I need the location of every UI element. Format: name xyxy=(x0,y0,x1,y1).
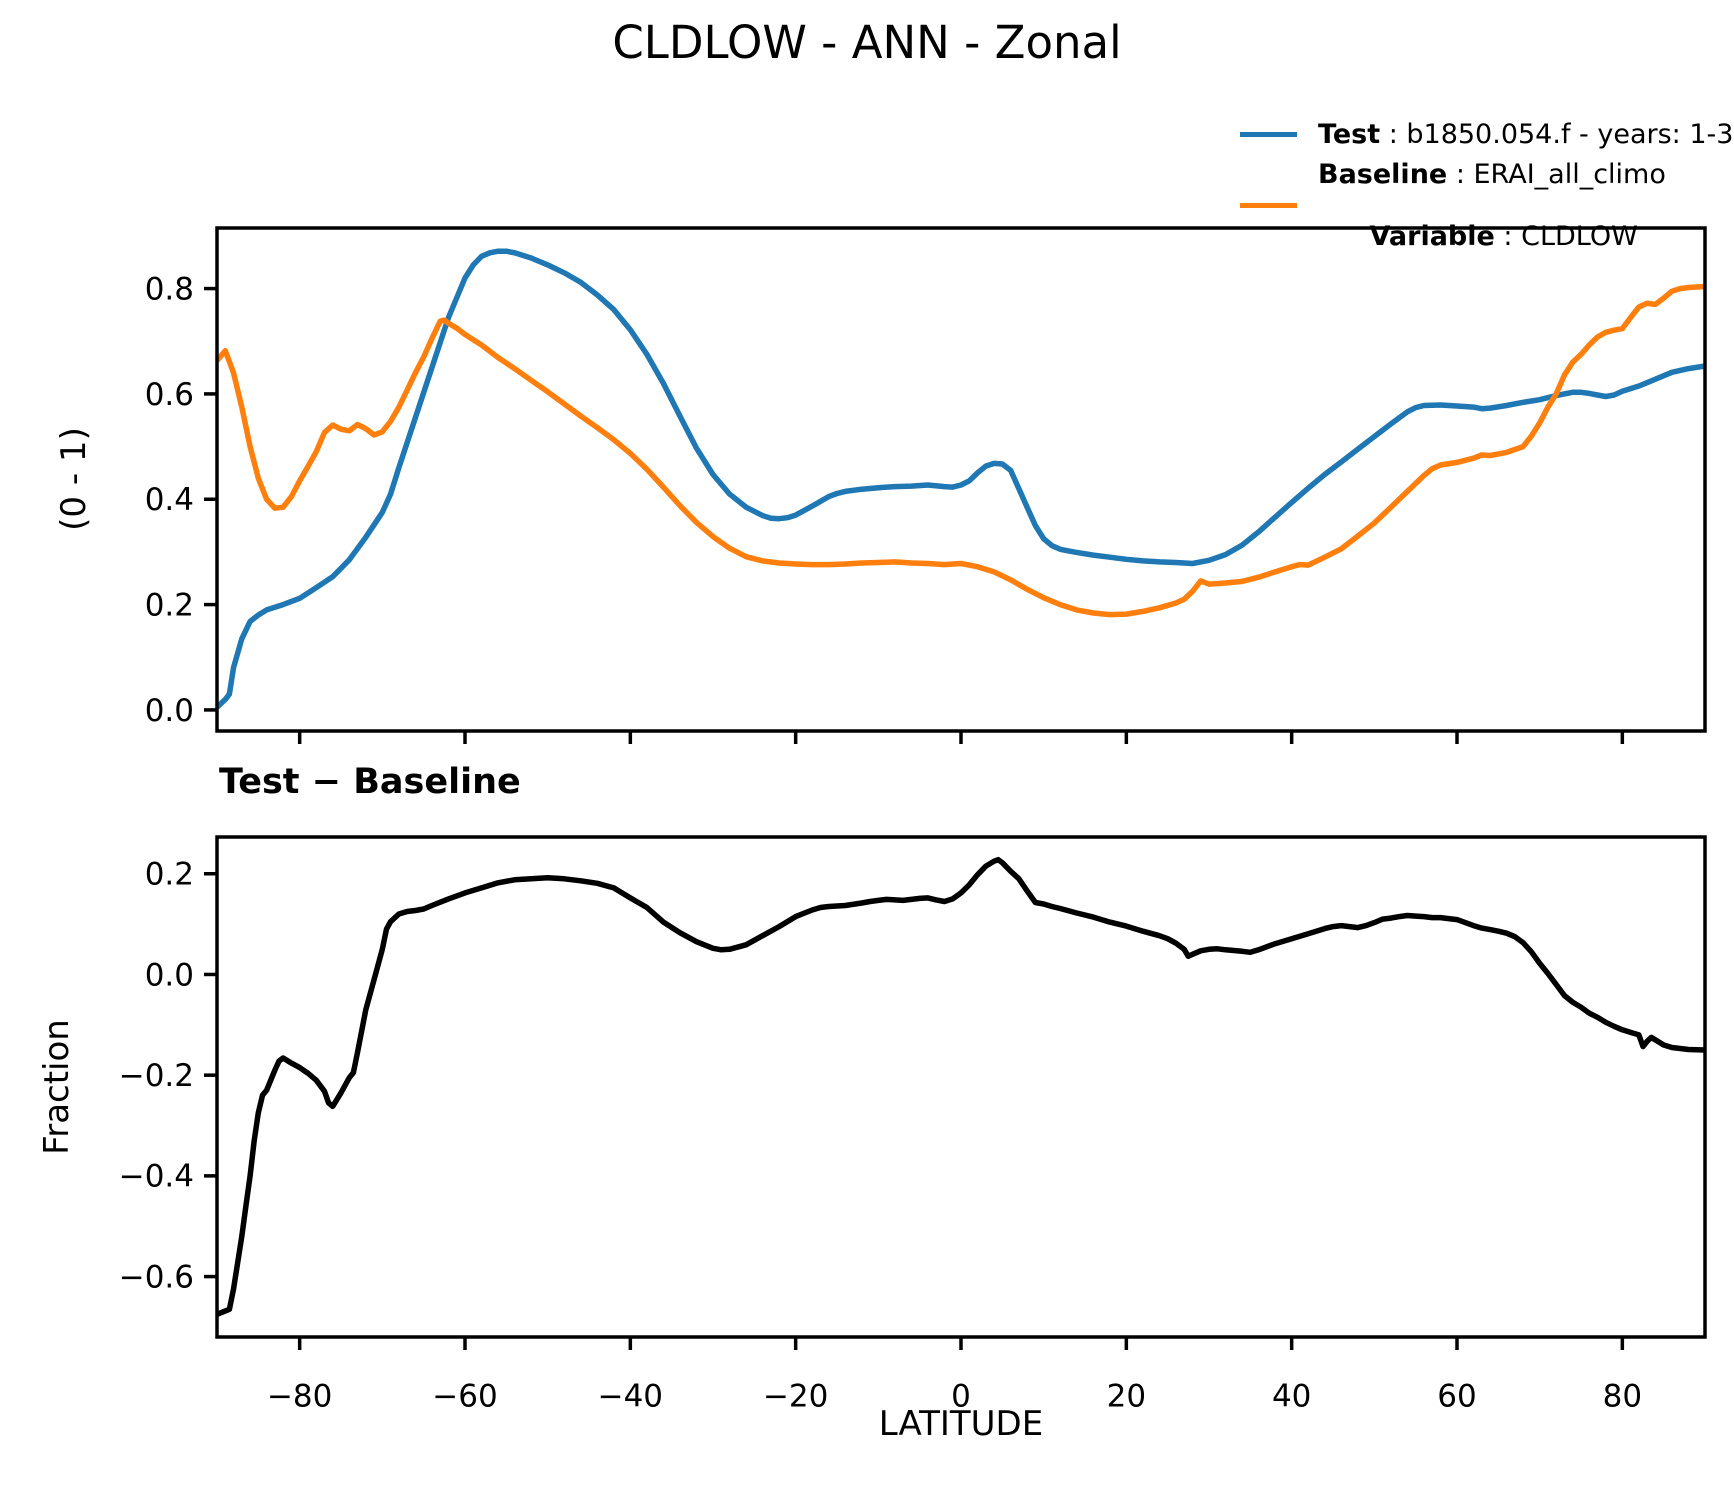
x-tick-label: −80 xyxy=(267,1378,332,1414)
baseline-line xyxy=(214,283,1706,618)
y-tick-label: 0.2 xyxy=(145,857,194,893)
diff-plot-ylabel: Fraction xyxy=(37,1019,77,1155)
x-tick-label: −40 xyxy=(598,1378,663,1414)
y-tick-label: 0.0 xyxy=(145,693,194,729)
x-axis-label: LATITUDE xyxy=(878,1404,1044,1444)
legend-label-test-key: Test xyxy=(1318,119,1381,150)
legend-variable-line2: Variable : CLDLOW xyxy=(1370,221,1638,252)
legend-label-variable-key: Variable xyxy=(1369,221,1495,252)
y-tick-label: −0.6 xyxy=(119,1259,194,1295)
diff-line xyxy=(215,856,1706,1317)
y-tick-label: 0.6 xyxy=(145,377,194,413)
x-tick-label: −60 xyxy=(432,1378,497,1414)
y-tick-label: −0.2 xyxy=(119,1058,194,1094)
legend-entry-baseline: Baseline : ERAI_all_climo Variable : CLD… xyxy=(1240,159,1733,252)
y-tick-label: 0.2 xyxy=(145,587,194,623)
x-tick-label: 60 xyxy=(1437,1378,1476,1414)
x-tick-label: 0 xyxy=(951,1378,971,1414)
y-tick-label: −0.4 xyxy=(119,1159,194,1195)
y-tick-label: 0.0 xyxy=(145,957,194,993)
y-tick-label: 0.8 xyxy=(145,271,194,307)
top-plot-ylabel: (0 - 1) xyxy=(54,427,94,531)
legend-label-variable-value: : CLDLOW xyxy=(1494,221,1638,252)
test-line xyxy=(215,248,1706,710)
legend-entry-test: Test : b1850.054.f - years: 1-3 xyxy=(1240,119,1733,150)
x-tick-label: 40 xyxy=(1272,1378,1311,1414)
legend-label-baseline-value: : ERAI_all_climo xyxy=(1447,159,1666,190)
legend-label-test-value: : b1850.054.f - years: 1-3 xyxy=(1380,119,1734,150)
test-line-swatch xyxy=(1240,132,1297,137)
legend: Test : b1850.054.f - years: 1-3 Baseline… xyxy=(1240,119,1733,252)
legend-label-test: Test : b1850.054.f - years: 1-3 xyxy=(1318,119,1733,150)
x-tick-label: 80 xyxy=(1603,1378,1642,1414)
legend-label-baseline-key: Baseline xyxy=(1318,159,1448,190)
y-tick-label: 0.4 xyxy=(145,482,194,518)
diff-plot-title: Test − Baseline xyxy=(219,762,521,802)
top-plot-frame xyxy=(215,226,1707,733)
baseline-line-swatch xyxy=(1240,203,1297,208)
legend-label-baseline: Baseline : ERAI_all_climo Variable : CLD… xyxy=(1318,159,1666,252)
legend-baseline-line1: Baseline : ERAI_all_climo xyxy=(1318,159,1666,190)
x-tick-label: 20 xyxy=(1107,1378,1146,1414)
page-title: CLDLOW - ANN - Zonal xyxy=(612,16,1122,69)
x-tick-label: −20 xyxy=(763,1378,828,1414)
diff-plot-frame xyxy=(215,835,1707,1339)
